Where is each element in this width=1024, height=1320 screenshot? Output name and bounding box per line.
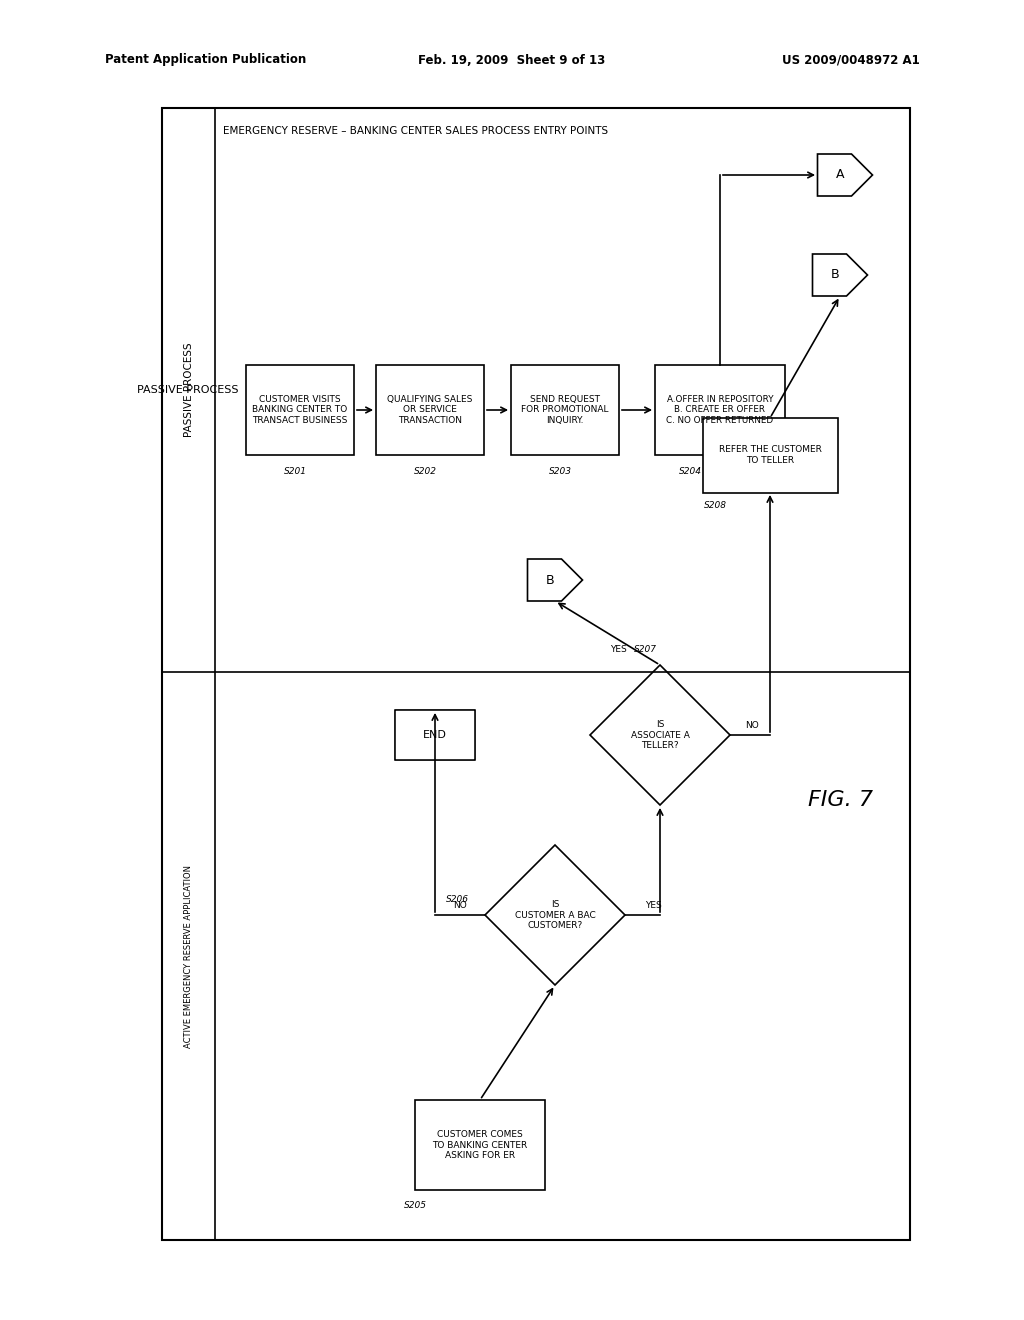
Text: QUALIFYING SALES
OR SERVICE
TRANSACTION: QUALIFYING SALES OR SERVICE TRANSACTION — [387, 395, 473, 425]
Text: S203: S203 — [549, 466, 571, 475]
Text: S204: S204 — [679, 466, 701, 475]
Text: S205: S205 — [403, 1201, 427, 1210]
Bar — [162, 108, 910, 1239]
Text: CUSTOMER VISITS
BANKING CENTER TO
TRANSACT BUSINESS: CUSTOMER VISITS BANKING CENTER TO TRANSA… — [252, 395, 348, 425]
Text: S208: S208 — [703, 502, 726, 511]
Text: S206: S206 — [445, 895, 469, 904]
Text: PASSIVE PROCESS: PASSIVE PROCESS — [183, 343, 194, 437]
Text: NO: NO — [745, 721, 759, 730]
Text: ACTIVE EMERGENCY RESERVE APPLICATION: ACTIVE EMERGENCY RESERVE APPLICATION — [184, 865, 193, 1048]
Polygon shape — [485, 845, 625, 985]
FancyBboxPatch shape — [395, 710, 475, 760]
Polygon shape — [817, 154, 872, 195]
Text: REFER THE CUSTOMER
TO TELLER: REFER THE CUSTOMER TO TELLER — [719, 445, 821, 465]
Text: B: B — [546, 573, 554, 586]
Polygon shape — [527, 558, 583, 601]
Text: YES: YES — [610, 645, 627, 655]
Text: S207: S207 — [634, 644, 656, 653]
Polygon shape — [812, 253, 867, 296]
Text: S202: S202 — [414, 466, 436, 475]
Text: NO: NO — [454, 900, 467, 909]
Text: IS
CUSTOMER A BAC
CUSTOMER?: IS CUSTOMER A BAC CUSTOMER? — [515, 900, 595, 929]
Text: YES: YES — [645, 900, 662, 909]
Text: S201: S201 — [284, 466, 306, 475]
Text: Feb. 19, 2009  Sheet 9 of 13: Feb. 19, 2009 Sheet 9 of 13 — [419, 54, 605, 66]
Text: CUSTOMER COMES
TO BANKING CENTER
ASKING FOR ER: CUSTOMER COMES TO BANKING CENTER ASKING … — [432, 1130, 527, 1160]
Text: US 2009/0048972 A1: US 2009/0048972 A1 — [782, 54, 920, 66]
Text: Patent Application Publication: Patent Application Publication — [105, 54, 306, 66]
Text: SEND REQUEST
FOR PROMOTIONAL
INQUIRY.: SEND REQUEST FOR PROMOTIONAL INQUIRY. — [521, 395, 608, 425]
Bar — [415, 1100, 545, 1191]
Text: A: A — [836, 169, 844, 181]
Text: A.OFFER IN REPOSITORY
B. CREATE ER OFFER
C. NO OFFER RETURNED: A.OFFER IN REPOSITORY B. CREATE ER OFFER… — [667, 395, 773, 425]
Text: FIG. 7: FIG. 7 — [808, 789, 872, 810]
Text: PASSIVE PROCESS: PASSIVE PROCESS — [137, 385, 239, 395]
Bar — [702, 417, 838, 492]
Bar — [376, 366, 484, 455]
Bar — [655, 366, 785, 455]
Text: END: END — [423, 730, 446, 741]
Text: EMERGENCY RESERVE – BANKING CENTER SALES PROCESS ENTRY POINTS: EMERGENCY RESERVE – BANKING CENTER SALES… — [223, 125, 608, 136]
Bar — [246, 366, 354, 455]
Text: B: B — [830, 268, 839, 281]
Text: IS
ASSOCIATE A
TELLER?: IS ASSOCIATE A TELLER? — [631, 721, 689, 750]
Polygon shape — [590, 665, 730, 805]
Bar — [511, 366, 618, 455]
